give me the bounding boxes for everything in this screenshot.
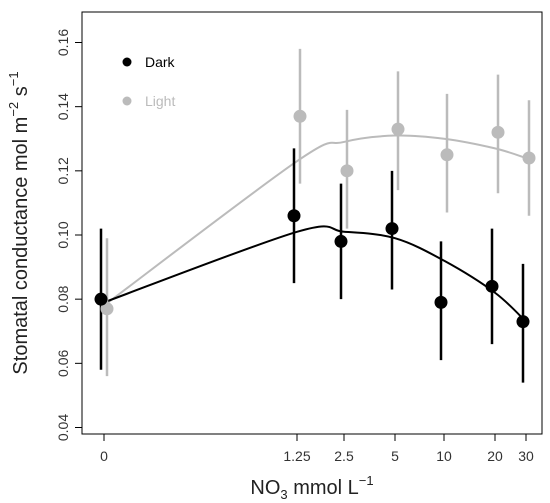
legend-label-light: Light xyxy=(145,93,175,109)
fit-curve-dark xyxy=(103,225,527,323)
point-dark xyxy=(334,234,348,248)
point-light xyxy=(100,302,114,316)
point-light xyxy=(491,125,505,139)
y-tick-label: 0.10 xyxy=(55,221,71,248)
point-dark xyxy=(485,279,499,293)
plot-area-frame xyxy=(81,11,543,435)
x-tick-label: 10 xyxy=(436,448,452,464)
legend-marker-dark xyxy=(122,57,132,67)
point-dark xyxy=(287,209,301,223)
x-tick-label: 0 xyxy=(100,448,108,464)
y-axis-title: Stomatal conductance mol m−2 s−1 xyxy=(6,71,32,374)
x-tick-label: 20 xyxy=(487,448,503,464)
fit-curves xyxy=(103,134,527,323)
y-tick-label: 0.06 xyxy=(55,349,71,376)
x-tick-label: 1.25 xyxy=(283,448,310,464)
legend-marker-light xyxy=(122,96,132,106)
x-axis-title: NO3 mmol L−1 xyxy=(250,473,373,502)
point-dark xyxy=(434,295,448,309)
x-tick-label: 5 xyxy=(391,448,399,464)
x-tick-label: 30 xyxy=(518,448,534,464)
point-dark xyxy=(385,222,399,236)
legend: Dark Light xyxy=(122,54,176,109)
y-tick-label: 0.08 xyxy=(55,285,71,312)
y-tick-label: 0.16 xyxy=(55,29,71,56)
y-tick-label: 0.04 xyxy=(55,414,71,441)
point-light xyxy=(522,151,536,165)
y-tick-label: 0.12 xyxy=(55,157,71,184)
point-light xyxy=(391,122,405,136)
point-light xyxy=(340,164,354,178)
axis-ticks: 0.04 0.06 0.08 0.10 0.12 0.14 0.16 0 1.25 2.5 5 10 2… xyxy=(55,29,534,464)
legend-label-dark: Dark xyxy=(145,54,176,70)
point-dark xyxy=(94,292,108,306)
y-tick-label: 0.14 xyxy=(55,93,71,120)
data-points xyxy=(94,109,536,329)
x-tick-label: 2.5 xyxy=(334,448,354,464)
point-light xyxy=(293,109,307,123)
point-light xyxy=(440,148,454,162)
fit-curve-light xyxy=(103,134,527,307)
point-dark xyxy=(516,315,530,329)
